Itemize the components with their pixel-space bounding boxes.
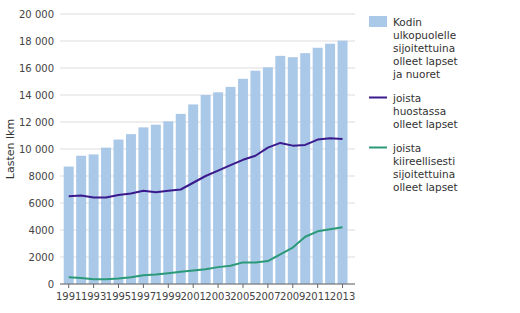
bar: [250, 71, 260, 284]
bar: [138, 127, 148, 284]
x-tick-label: 2003: [205, 291, 230, 302]
x-tick: [342, 284, 343, 288]
y-tick-label: 10 000: [19, 144, 54, 155]
legend-swatch: [369, 16, 387, 27]
grid-line: [60, 68, 355, 69]
bar: [213, 92, 223, 284]
x-tick-label: 1997: [131, 291, 156, 302]
grid-line: [60, 284, 355, 285]
bar: [263, 67, 273, 284]
bar: [64, 167, 74, 284]
bar: [188, 104, 198, 284]
x-tick-label: 2013: [330, 291, 355, 302]
x-tick: [93, 284, 94, 288]
bar: [238, 79, 248, 284]
grid-line: [60, 41, 355, 42]
line: [69, 227, 343, 279]
x-tick-label: 1999: [156, 291, 181, 302]
bar: [76, 156, 86, 284]
bar: [300, 53, 310, 284]
bar: [226, 87, 236, 284]
y-tick-label: 8000: [29, 171, 54, 182]
x-tick: [292, 284, 293, 288]
x-tick-label: 2005: [230, 291, 255, 302]
chart: 0 2000 4000 6000 8000 10 000 12 000 14 000 16 00…: [0, 0, 520, 313]
y-tick-label: 12 000: [19, 117, 54, 128]
bar: [126, 134, 136, 284]
x-tick: [317, 284, 318, 288]
y-grid: [60, 14, 355, 284]
legend-label: joistakiireellisestisijoitettuinaolleet …: [392, 142, 458, 193]
line: [69, 138, 343, 197]
bar: [325, 44, 335, 284]
x-tick-label: 2009: [280, 291, 305, 302]
bar: [101, 148, 111, 284]
y-tick-label: 4000: [29, 225, 54, 236]
x-tick: [218, 284, 219, 288]
legend-label: joistahuostassaolleet lapset: [392, 92, 458, 130]
y-tick-label: 16 000: [19, 63, 54, 74]
x-axis-line: [60, 284, 355, 285]
x-tick: [68, 284, 69, 288]
y-tick-label: 20 000: [19, 9, 54, 20]
y-tick-label: 18 000: [19, 36, 54, 47]
bar: [313, 48, 323, 284]
bar: [338, 41, 348, 284]
x-tick: [267, 284, 268, 288]
x-tick-label: 2001: [180, 291, 205, 302]
y-tick-label: 0: [48, 279, 54, 290]
y-tick-label: 2000: [29, 252, 54, 263]
bar: [201, 95, 211, 284]
y-tick-label: 6000: [29, 198, 54, 209]
legend-label: Kodinulkopuolellesijoitettuinaolleet lap…: [392, 16, 458, 80]
x-tick: [118, 284, 119, 288]
x-tick-label: 2011: [305, 291, 330, 302]
x-tick: [193, 284, 194, 288]
x-tick: [143, 284, 144, 288]
x-tick: [242, 284, 243, 288]
bar: [89, 154, 99, 284]
grid-line: [60, 14, 355, 15]
legend: Kodinulkopuolellesijoitettuinaolleet lap…: [369, 16, 458, 193]
x-tick-label: 1995: [106, 291, 131, 302]
bar: [163, 121, 173, 284]
x-tick-label: 2007: [255, 291, 280, 302]
bar: [275, 56, 285, 284]
bar: [176, 114, 186, 284]
y-tick-label: 14 000: [19, 90, 54, 101]
bar: [151, 125, 161, 284]
legend-swatch: [369, 147, 387, 149]
x-tick-label: 1991: [56, 291, 81, 302]
x-tick: [168, 284, 169, 288]
x-tick-label: 1993: [81, 291, 106, 302]
plot-area: [64, 41, 348, 284]
legend-swatch: [369, 97, 387, 99]
bar: [114, 140, 124, 284]
y-axis-label: Lasten lkm: [4, 119, 17, 179]
